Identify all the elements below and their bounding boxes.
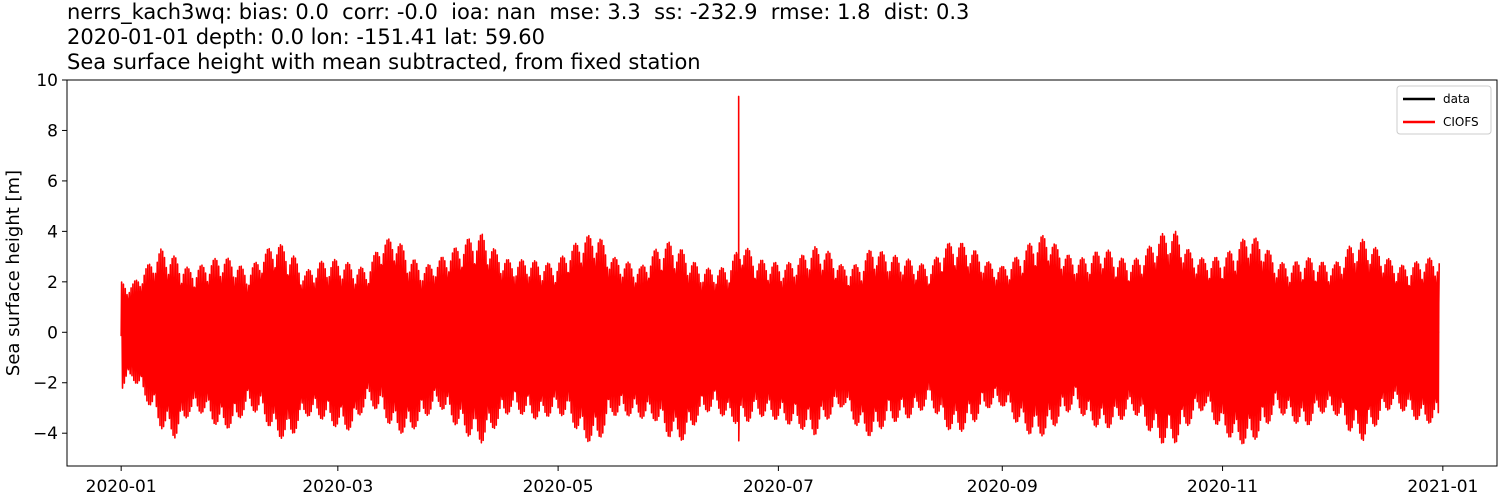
plot-frame — [66, 79, 1498, 467]
legend-label-data: data — [1443, 92, 1470, 106]
x-tick-label: 2020-11 — [1187, 477, 1258, 497]
y-tick-label: −4 — [33, 424, 58, 444]
y-axis-label: Sea surface height [m] — [3, 170, 24, 376]
y-tick-label: 8 — [47, 121, 58, 141]
title-line-location: 2020-01-01 depth: 0.0 lon: -151.41 lat: … — [67, 25, 545, 49]
x-tick-label: 2020-03 — [302, 477, 373, 497]
title-line-stats: nerrs_kach3wq: bias: 0.0 corr: -0.0 ioa:… — [67, 0, 970, 24]
x-tick-label: 2020-07 — [743, 477, 814, 497]
legend-label-ciofs: CIOFS — [1443, 115, 1479, 129]
y-tick-label: 0 — [47, 323, 58, 343]
y-tick-label: 4 — [47, 222, 58, 242]
x-tick-label: 2020-01 — [86, 477, 157, 497]
x-axis: 2020-01 2020-03 2020-05 2020-07 2020-09 2020-… — [86, 466, 1478, 497]
y-tick-label: −2 — [33, 374, 58, 394]
x-tick-label: 2020-05 — [523, 477, 594, 497]
title-line-description: Sea surface height with mean subtracted,… — [67, 50, 701, 74]
series-layer — [120, 95, 1441, 445]
series-line-ciofs — [120, 95, 1441, 445]
x-tick-label: 2021-01 — [1407, 477, 1478, 497]
x-tick-label: 2020-09 — [967, 477, 1038, 497]
legend: data CIOFS — [1396, 85, 1492, 135]
y-tick-label: 2 — [47, 273, 58, 293]
y-tick-label: 6 — [47, 172, 58, 192]
chart-title: nerrs_kach3wq: bias: 0.0 corr: -0.0 ioa:… — [67, 0, 969, 75]
y-axis: −4 −2 0 2 4 6 8 10 — [33, 71, 67, 444]
y-tick-label: 10 — [36, 71, 58, 91]
